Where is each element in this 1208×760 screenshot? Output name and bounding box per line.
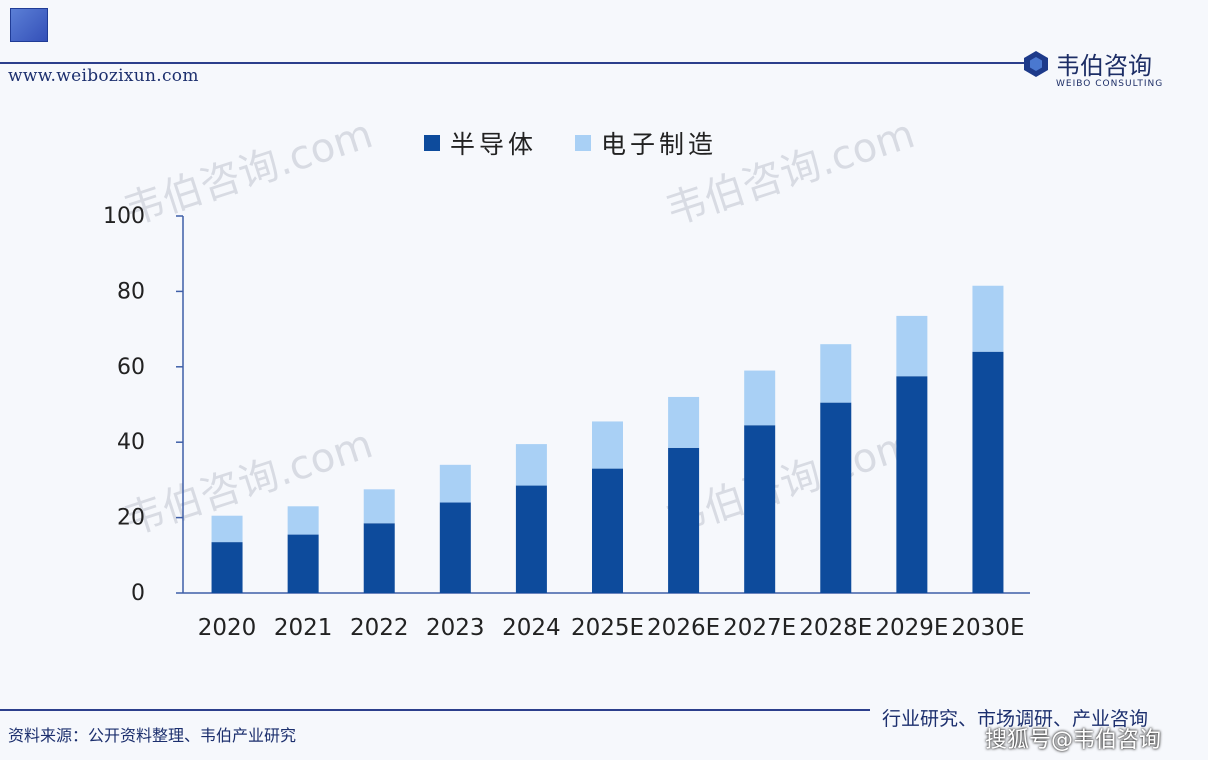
- bar-semiconductor: [287, 534, 319, 593]
- bar-electronics: [211, 515, 243, 543]
- legend-swatch-semiconductor: [424, 135, 440, 151]
- source-note: 资料来源：公开资料整理、韦伯产业研究: [8, 726, 297, 745]
- x-tick-label: 2026E: [647, 615, 720, 641]
- bar-electronics: [820, 344, 852, 403]
- tagline: 行业研究、市场调研、产业咨询: [882, 708, 1149, 730]
- bar-semiconductor: [515, 485, 547, 593]
- legend-item-electronics: 电子制造: [575, 125, 717, 161]
- brand-name: 韦伯咨询: [1056, 52, 1152, 80]
- y-tick-label: 80: [117, 279, 145, 304]
- chart-legend: 半导体 电子制造: [424, 125, 755, 161]
- bar-semiconductor: [668, 447, 700, 593]
- bar-electronics: [896, 315, 928, 377]
- x-tick-label: 2025E: [571, 615, 644, 641]
- bar-electronics: [592, 421, 623, 469]
- x-tick-label: 2028E: [799, 615, 872, 641]
- legend-item-semiconductor: 半导体: [424, 125, 537, 161]
- legend-label-electronics: 电子制造: [601, 130, 718, 159]
- bar-electronics: [439, 464, 471, 503]
- bar-semiconductor: [820, 402, 852, 593]
- bar-semiconductor: [592, 468, 623, 593]
- y-tick-label: 40: [117, 430, 145, 455]
- x-tick-label: 2027E: [723, 615, 796, 641]
- x-tick-label: 2023: [426, 615, 485, 641]
- x-tick-label: 2030E: [951, 615, 1024, 641]
- bar-electronics: [363, 489, 395, 524]
- legend-swatch-electronics: [575, 135, 592, 151]
- bar-semiconductor: [439, 502, 471, 593]
- bar-electronics: [287, 506, 319, 535]
- x-tick-label: 2022: [350, 615, 409, 641]
- corner-logo-square: [10, 8, 48, 42]
- x-tick-label: 2029E: [875, 615, 948, 641]
- site-url: www.weibozixun.com: [8, 66, 199, 86]
- brand-subtitle: WEIBO CONSULTING: [1056, 79, 1164, 89]
- footer-divider: [0, 709, 870, 711]
- x-tick-label: 2024: [502, 615, 561, 641]
- bar-electronics: [668, 396, 700, 448]
- bar-electronics: [515, 444, 547, 486]
- bar-semiconductor: [363, 523, 395, 593]
- hexagon-icon: [1024, 51, 1048, 77]
- brand-logo: 韦伯咨询 WEIBO CONSULTING: [1022, 44, 1202, 94]
- y-tick-label: 100: [103, 204, 145, 229]
- bar-electronics: [972, 285, 1004, 352]
- bar-semiconductor: [896, 376, 928, 593]
- y-tick-label: 20: [117, 506, 145, 531]
- header-divider: [0, 62, 1030, 64]
- bar-semiconductor: [211, 542, 243, 593]
- y-tick-label: 60: [117, 355, 145, 380]
- credit-text: 搜狐号@韦伯咨询: [985, 728, 1162, 753]
- x-tick-label: 2020: [198, 615, 257, 641]
- legend-label-semiconductor: 半导体: [450, 130, 538, 159]
- x-tick-label: 2021: [274, 615, 333, 641]
- bar-electronics: [744, 370, 776, 426]
- bar-semiconductor: [972, 351, 1004, 593]
- y-tick-label: 0: [131, 581, 145, 606]
- bar-semiconductor: [744, 425, 776, 593]
